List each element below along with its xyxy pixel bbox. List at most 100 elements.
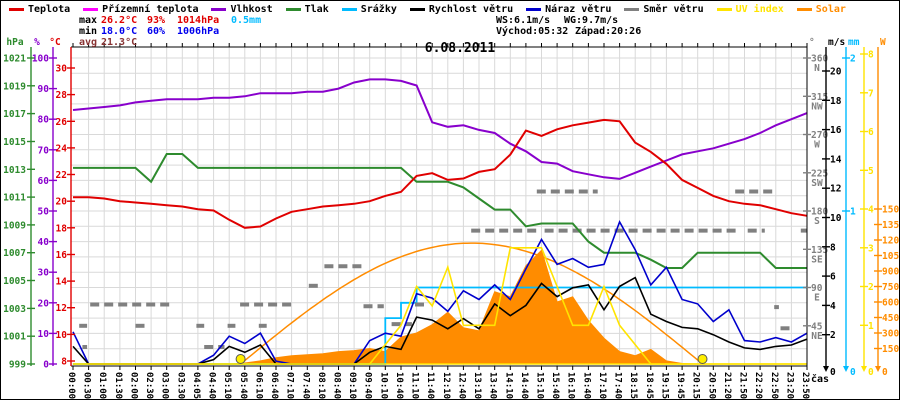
svg-text:1007: 1007 [3,248,26,259]
svg-text:0: 0 [830,367,836,378]
legend-item-uv-index: UV index [716,4,784,15]
time-axis-label: 07:40 [300,372,310,399]
svg-text:16: 16 [830,125,842,136]
legend-label: Směr větru [643,4,704,15]
time-axis-label: 22:20 [753,372,763,399]
time-axis-label: 05:10 [222,372,232,399]
time-axis-label: 23:50 [800,372,810,399]
time-axis-label: 09:40 [363,372,373,399]
svg-text:W: W [814,140,820,151]
legend-item-wind-direction: Směr větru [624,4,704,15]
svg-text:45: 45 [811,321,823,332]
time-axis-label: 13:10 [472,372,482,399]
legend-label: Náraz větru [545,4,612,15]
time-axis-label: 17:40 [613,372,623,399]
time-axis-label: 18:15 [628,372,638,399]
svg-text:°: ° [809,37,815,48]
stat-avg-label: avg [79,37,98,48]
svg-text:225: 225 [811,168,828,179]
svg-text:2: 2 [830,330,836,341]
svg-text:E: E [814,293,820,304]
humidity-line [72,78,808,180]
stat-min-pressure: 1006hPa [177,26,220,37]
svg-text:1500: 1500 [882,205,900,216]
legend-item-ground-temperature: Přízemní teplota [83,4,198,15]
svg-text:1013: 1013 [3,165,26,176]
svg-text:90: 90 [38,84,50,95]
svg-text:10: 10 [38,329,50,340]
time-axis-label: 10:10 [378,372,388,399]
temperature-line [73,118,808,229]
svg-text:999: 999 [9,360,26,371]
svg-text:6: 6 [830,272,836,283]
legend-label: Přízemní teplota [102,4,199,15]
svg-text:20: 20 [830,67,842,78]
time-axis-label: 15:40 [550,372,560,399]
time-axis-label: 21:20 [722,372,732,399]
sunset-marker [697,354,708,364]
svg-text:0: 0 [43,360,49,371]
legend-label: Srážky [360,4,397,15]
svg-text:1200: 1200 [882,236,900,247]
time-axis-label: 12:40 [456,372,466,399]
svg-text:1017: 1017 [3,109,26,120]
svg-text:0: 0 [850,367,856,378]
svg-text:30: 30 [38,268,50,279]
time-axis-label: 08:10 [316,372,326,399]
svg-text:0: 0 [868,367,874,378]
time-axis-label: 19:15 [659,372,669,399]
svg-text:NW: NW [811,101,823,112]
time-axis-label: 11:40 [425,372,435,399]
stat-sunset-time: Západ:20:26 [575,26,642,37]
legend-label: UV index [735,4,784,15]
svg-text:1: 1 [868,321,874,332]
svg-text:1021: 1021 [3,54,26,65]
svg-text:0: 0 [882,367,888,378]
wind-direction-dashes [79,189,807,349]
legend-label: Tlak [304,4,329,15]
time-axis-label: 02:30 [144,372,154,399]
uv-index-line-swatch [716,8,732,11]
svg-text:20: 20 [38,298,50,309]
stat-max-label: max [79,15,98,26]
solar-theoretical-line [240,242,702,365]
stat-max-temperature: 26.2°C [101,15,138,26]
legend-item-pressure: Tlak [285,4,329,15]
svg-text:1: 1 [850,207,856,218]
humidity-line-swatch [211,8,227,11]
time-axis-label: 03:00 [160,372,170,399]
svg-text:18: 18 [830,96,842,107]
time-axis-title: čas [811,373,829,385]
svg-text:5: 5 [868,166,874,177]
time-axis-label: 07:10 [285,372,295,399]
time-axis-label: 06:40 [269,372,279,399]
time-axis-label: 12:10 [441,372,451,399]
axis-W: 0 W 1500 1350 1200 1050 900 750 600 450 300 150 [874,37,900,378]
svg-text:900: 900 [882,267,899,278]
svg-text:1003: 1003 [3,304,26,315]
time-axis-label: 20:15 [691,372,701,399]
svg-text:N: N [814,63,820,74]
svg-text:1011: 1011 [3,193,26,204]
chart-title-date: 6.08.2011 [424,41,496,56]
svg-text:135: 135 [811,245,828,256]
svg-text:1050: 1050 [882,251,900,262]
axis-hPa: hPa 1021 1019 1017 1015 1013 1011 1009 1007 1005 1… [3,37,35,371]
ground-temperature-line-swatch [83,8,99,11]
stat-sunrise-time: Východ:05:32 [496,26,569,37]
time-axis-label: 19:45 [675,372,685,399]
time-axis-label: 22:50 [769,372,779,399]
time-axis-label: 23:20 [784,372,794,399]
svg-text:26: 26 [56,117,68,128]
solar-measured-area [73,249,807,365]
svg-text:360: 360 [811,54,828,65]
svg-text:1005: 1005 [3,276,26,287]
time-axis-label: 05:40 [238,372,248,399]
axis-m/s: 0 m/s 20 18 16 14 12 10 8 6 4 2 [822,37,845,378]
svg-text:300: 300 [882,329,899,340]
svg-text:1350: 1350 [882,220,900,231]
time-axis-label: 06:10 [253,372,263,399]
stat-wind-speed-max: WS:6.1m/s [496,15,551,26]
svg-text:750: 750 [882,282,899,293]
